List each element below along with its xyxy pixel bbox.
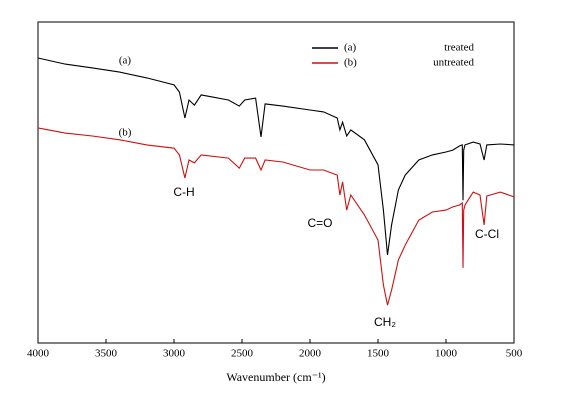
spectrum-line (37, 127, 515, 306)
peak-annotation: C-H (173, 185, 194, 199)
plot-frame (37, 21, 515, 344)
x-tick-label: 3500 (95, 348, 118, 360)
legend-name: untreated (433, 57, 474, 69)
spectrum-line (37, 57, 515, 256)
peak-annotation: C-Cl (475, 227, 499, 241)
x-axis-label: Wavenumber (cm⁻¹) (226, 370, 325, 384)
legend-name: treated (444, 42, 474, 54)
legend-label: (b) (344, 57, 357, 69)
x-tick-label: 2000 (299, 348, 322, 360)
peak-annotation: CH₂ (374, 315, 396, 329)
x-tick-label: 500 (506, 348, 523, 360)
x-tick-label: 4000 (27, 348, 50, 360)
x-tick-label: 3000 (163, 348, 186, 360)
x-tick-label: 2500 (231, 348, 254, 360)
legend-label: (a) (344, 42, 357, 54)
curve-label: (b) (119, 127, 132, 139)
peak-annotation: C=O (307, 216, 332, 230)
x-tick-label: 1500 (367, 348, 390, 360)
curve-label: (a) (119, 55, 132, 67)
x-tick-label: 1000 (435, 348, 458, 360)
